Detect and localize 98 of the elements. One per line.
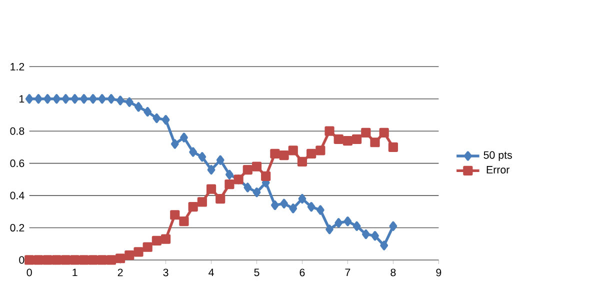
point xyxy=(389,221,398,231)
point xyxy=(197,197,207,207)
x-tick-label: 5 xyxy=(254,268,260,276)
point xyxy=(279,150,289,160)
x-tick-label: 2 xyxy=(118,268,123,276)
x-tick-label: 1 xyxy=(72,268,78,276)
x-tick-label: 6 xyxy=(300,268,305,276)
point xyxy=(252,162,262,172)
point xyxy=(70,255,80,265)
point xyxy=(107,94,116,104)
point xyxy=(334,134,344,144)
point xyxy=(24,255,34,265)
point xyxy=(244,182,252,192)
point xyxy=(271,200,279,210)
point xyxy=(52,94,61,104)
point xyxy=(224,179,234,190)
point xyxy=(188,202,198,212)
point xyxy=(388,142,398,152)
point xyxy=(226,170,234,180)
point xyxy=(160,234,171,244)
point xyxy=(307,202,316,212)
point xyxy=(288,146,298,156)
y-tick-label: 0.4 xyxy=(10,192,24,200)
point xyxy=(89,94,97,104)
point xyxy=(379,128,389,138)
point xyxy=(316,146,326,156)
point xyxy=(298,194,306,204)
point xyxy=(216,155,224,165)
point xyxy=(34,255,44,265)
x-tick-label: 8 xyxy=(390,268,396,276)
point xyxy=(306,148,316,158)
x-tick-label: 0 xyxy=(26,268,32,276)
point xyxy=(142,242,152,252)
point xyxy=(70,94,79,104)
x-tick-label: 4 xyxy=(208,268,214,276)
point xyxy=(134,247,144,257)
point xyxy=(380,240,388,250)
x-tick-label: 9 xyxy=(436,268,442,276)
point xyxy=(370,138,380,148)
point xyxy=(60,255,71,265)
point xyxy=(297,156,308,167)
point xyxy=(206,184,216,194)
y-tick-label: 0 xyxy=(19,256,24,264)
point xyxy=(79,255,89,265)
point xyxy=(116,96,124,106)
point xyxy=(242,164,252,175)
point xyxy=(352,221,361,231)
point xyxy=(116,254,126,264)
point xyxy=(180,132,188,142)
y-tick-label: 1.2 xyxy=(10,62,24,70)
point xyxy=(152,236,162,246)
y-tick-label: 0.8 xyxy=(10,127,24,135)
point xyxy=(125,97,134,107)
point xyxy=(342,136,353,146)
x-tick-label: 3 xyxy=(163,268,168,276)
legend-label: 50 pts xyxy=(484,151,512,161)
point xyxy=(326,224,334,234)
point xyxy=(252,188,261,198)
y-tick-label: 1 xyxy=(20,95,24,103)
point xyxy=(80,94,88,104)
point xyxy=(134,102,142,112)
point xyxy=(170,210,180,220)
point xyxy=(289,204,298,214)
point xyxy=(98,94,106,104)
point xyxy=(44,94,52,104)
point xyxy=(270,148,280,158)
point xyxy=(97,255,107,265)
point xyxy=(316,205,324,215)
point xyxy=(42,255,52,265)
point xyxy=(88,255,98,265)
point xyxy=(62,94,70,104)
point xyxy=(371,231,379,241)
point xyxy=(334,218,343,228)
point xyxy=(144,106,152,117)
point xyxy=(189,147,198,157)
point xyxy=(362,229,370,240)
point xyxy=(198,152,206,162)
x-tick-label: 7 xyxy=(345,268,350,276)
point xyxy=(162,115,170,125)
point xyxy=(152,113,161,124)
point xyxy=(34,94,42,104)
y-tick-label: 0.6 xyxy=(10,160,24,168)
point xyxy=(361,128,371,138)
point xyxy=(352,134,362,144)
point xyxy=(106,255,116,265)
point xyxy=(124,250,134,260)
point xyxy=(170,139,179,149)
point xyxy=(324,126,334,136)
point xyxy=(280,198,288,208)
point xyxy=(261,171,271,182)
point xyxy=(25,94,34,104)
legend-label: Error xyxy=(486,166,510,174)
point xyxy=(179,216,189,226)
point xyxy=(52,255,62,265)
point xyxy=(207,164,216,175)
point xyxy=(344,216,352,226)
point xyxy=(216,194,226,204)
y-tick-label: 0.2 xyxy=(10,224,24,232)
